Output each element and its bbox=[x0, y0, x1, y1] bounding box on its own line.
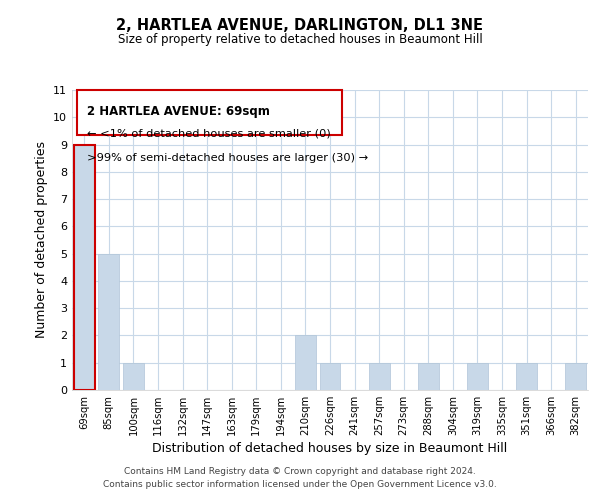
Bar bbox=[368, 362, 389, 390]
Bar bbox=[98, 254, 119, 390]
Text: ← <1% of detached houses are smaller (0): ← <1% of detached houses are smaller (0) bbox=[87, 129, 331, 139]
Bar bbox=[320, 362, 340, 390]
Bar bbox=[295, 336, 316, 390]
X-axis label: Distribution of detached houses by size in Beaumont Hill: Distribution of detached houses by size … bbox=[152, 442, 508, 455]
Bar bbox=[467, 362, 488, 390]
Text: >99% of semi-detached houses are larger (30) →: >99% of semi-detached houses are larger … bbox=[87, 153, 368, 163]
Bar bbox=[565, 362, 586, 390]
Bar bbox=[418, 362, 439, 390]
Bar bbox=[74, 144, 95, 390]
Text: Contains HM Land Registry data © Crown copyright and database right 2024.: Contains HM Land Registry data © Crown c… bbox=[124, 467, 476, 476]
FancyBboxPatch shape bbox=[77, 90, 342, 135]
Y-axis label: Number of detached properties: Number of detached properties bbox=[35, 142, 47, 338]
Bar bbox=[516, 362, 537, 390]
Text: 2 HARTLEA AVENUE: 69sqm: 2 HARTLEA AVENUE: 69sqm bbox=[87, 105, 270, 118]
Text: Size of property relative to detached houses in Beaumont Hill: Size of property relative to detached ho… bbox=[118, 32, 482, 46]
Text: 2, HARTLEA AVENUE, DARLINGTON, DL1 3NE: 2, HARTLEA AVENUE, DARLINGTON, DL1 3NE bbox=[116, 18, 484, 32]
Text: Contains public sector information licensed under the Open Government Licence v3: Contains public sector information licen… bbox=[103, 480, 497, 489]
Bar bbox=[123, 362, 144, 390]
